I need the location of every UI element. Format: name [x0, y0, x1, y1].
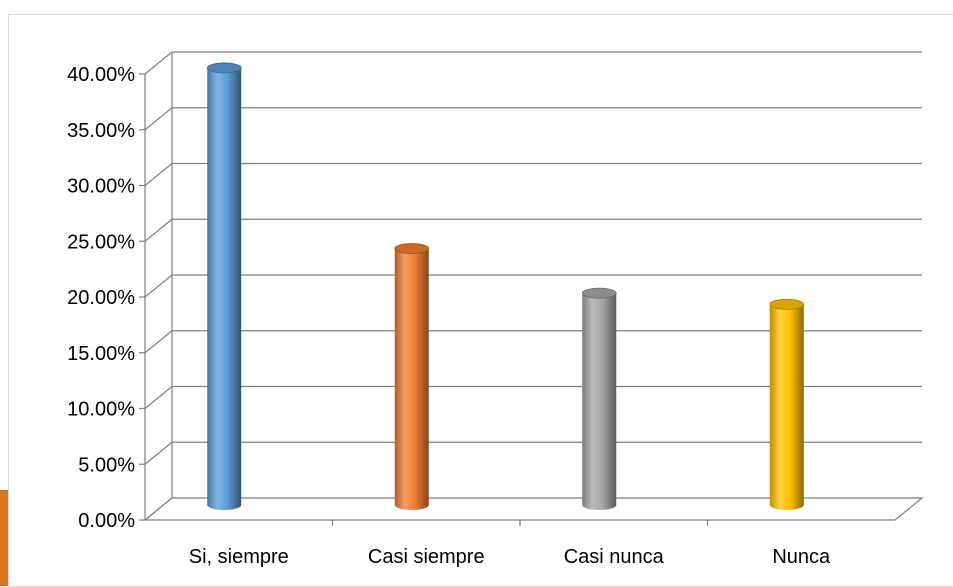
y-tick-label: 20.00% — [67, 287, 135, 309]
gridline-depth — [144, 218, 173, 242]
y-tick-label: 15.00% — [67, 343, 135, 365]
bars — [206, 62, 805, 511]
gridline-depth — [144, 497, 173, 521]
bar-top — [581, 287, 617, 299]
x-axis: Si, siempre Casi siempre Casi nunca Nunca — [189, 520, 831, 568]
y-tick-label: 5.00% — [78, 454, 135, 476]
bar-body — [394, 248, 429, 511]
gridline-depth — [144, 330, 173, 354]
gridline-depth — [144, 274, 173, 298]
x-tick-label: Casi nunca — [564, 546, 665, 568]
gridline-depth — [144, 386, 173, 409]
bar — [206, 62, 242, 511]
y-tick-label: 40.00% — [67, 64, 135, 86]
bar — [581, 287, 617, 510]
y-axis: 0.00% 5.00% 10.00% 15.00% 20.00% 25.00% 30.00%… — [67, 64, 145, 532]
bar-top — [394, 243, 430, 254]
gridline-depth — [144, 441, 173, 465]
gridlines — [144, 51, 922, 521]
bar-top — [769, 298, 805, 310]
y-tick-label: 30.00% — [67, 176, 135, 198]
chart-floor — [143, 497, 924, 521]
side-accent-strip — [0, 490, 8, 586]
bar-body — [582, 293, 617, 510]
x-tick-label: Casi siempre — [368, 546, 485, 568]
gridline-depth — [144, 51, 173, 75]
bar — [769, 298, 805, 510]
x-tick-label: Nunca — [772, 546, 831, 568]
x-tick-label: Si, siempre — [189, 546, 289, 568]
y-tick-label: 25.00% — [67, 231, 135, 253]
y-tick-label: 10.00% — [67, 399, 135, 421]
bar-top — [206, 62, 242, 74]
y-tick-label: 0.00% — [78, 510, 135, 532]
bar-body — [207, 67, 242, 511]
bar — [394, 243, 430, 511]
y-tick-label: 35.00% — [67, 120, 135, 142]
chart-walls — [143, 52, 924, 521]
bar-body — [769, 304, 804, 510]
gridline-depth — [144, 107, 173, 131]
gridline-depth — [144, 163, 173, 186]
